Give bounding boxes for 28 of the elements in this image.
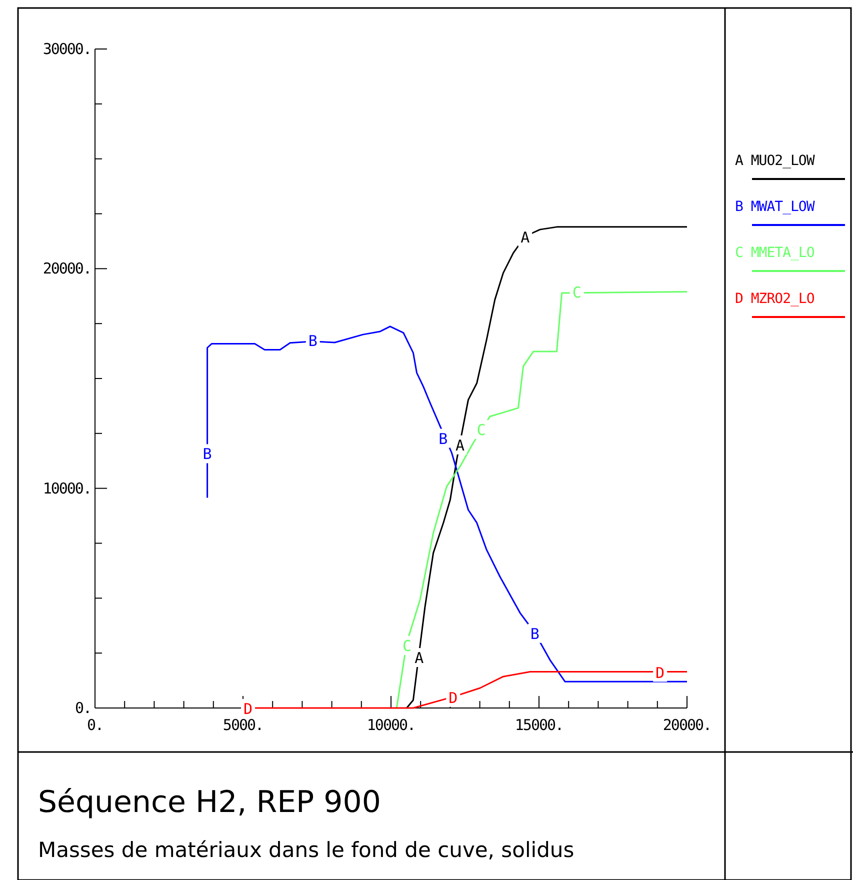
text: B MWAT_LOW bbox=[735, 199, 816, 215]
x-tick-label: 10000. bbox=[366, 716, 416, 734]
annotation: A bbox=[455, 436, 464, 454]
x-tick-label: 0. bbox=[86, 716, 104, 734]
annotation: B bbox=[202, 445, 212, 464]
y-tick-label: 0. bbox=[74, 699, 91, 717]
text: C MMETA_LO bbox=[735, 245, 814, 261]
annotation: A bbox=[414, 649, 424, 668]
x-tick-label: 20000. bbox=[662, 716, 712, 734]
text: D MZRO2_LO bbox=[735, 291, 814, 307]
annotation: D bbox=[656, 664, 665, 682]
annotation: C bbox=[476, 421, 486, 440]
text: A MUO2_LOW bbox=[735, 153, 816, 169]
text: Séquence H2, REP 900 bbox=[38, 785, 381, 820]
annotation: B bbox=[530, 624, 540, 643]
annotation: B bbox=[438, 430, 448, 448]
annotation: B bbox=[308, 332, 318, 350]
x-tick-label: 15000. bbox=[514, 716, 564, 734]
x-tick-label: 5000. bbox=[222, 716, 264, 734]
y-tick-label: 10000. bbox=[42, 479, 91, 498]
y-tick-label: 30000. bbox=[42, 40, 91, 58]
annotation: A bbox=[520, 228, 530, 246]
text: Masses de matériaux dans le fond de cuve, solidus bbox=[38, 838, 574, 862]
annotation: D bbox=[448, 688, 458, 707]
annotation: C bbox=[572, 284, 582, 302]
annotation: D bbox=[244, 700, 253, 718]
y-tick-label: 20000. bbox=[42, 260, 91, 278]
annotation: C bbox=[402, 636, 412, 655]
